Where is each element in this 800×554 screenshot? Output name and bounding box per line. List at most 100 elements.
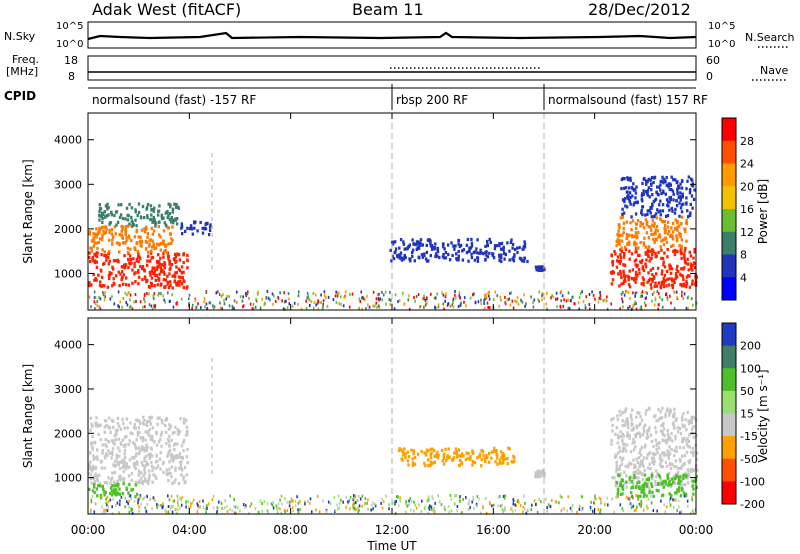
velocity-echo-cell bbox=[140, 476, 143, 480]
power-echo-cell bbox=[437, 303, 440, 307]
velocity-echo-cell bbox=[245, 504, 247, 508]
velocity-echo-cell bbox=[639, 432, 642, 436]
power-echo-cell bbox=[495, 244, 498, 248]
velocity-echo-cell bbox=[99, 484, 102, 488]
velocity-echo-cell bbox=[286, 500, 289, 504]
power-echo-cell bbox=[170, 220, 173, 224]
velocity-echo-cell bbox=[536, 469, 539, 473]
velocity-echo-cell bbox=[129, 431, 132, 435]
velocity-echo-cell bbox=[196, 502, 199, 506]
velocity-echo-cell bbox=[630, 462, 633, 466]
power-echo-cell bbox=[249, 302, 252, 306]
power-echo-cell bbox=[444, 256, 448, 260]
velocity-echo-cell bbox=[638, 465, 641, 469]
velocity-echo-cell bbox=[145, 443, 148, 447]
power-echo-cell bbox=[516, 296, 519, 300]
velocity-echo-cell bbox=[449, 494, 452, 497]
power-echo-cell bbox=[641, 222, 644, 226]
velocity-echo-cell bbox=[654, 479, 657, 483]
velocity-echo-cell bbox=[139, 480, 143, 484]
velocity-echo-cell bbox=[692, 487, 695, 491]
velocity-echo-cell bbox=[125, 434, 128, 438]
power-echo-cell bbox=[620, 276, 623, 280]
power-echo-cell bbox=[137, 282, 140, 286]
velocity-echo-cell bbox=[618, 464, 622, 468]
power-echo-cell bbox=[646, 189, 649, 194]
power-echo-cell bbox=[533, 298, 536, 302]
velocity-echo-cell bbox=[442, 462, 446, 466]
power-echo-cell bbox=[167, 242, 170, 246]
power-echo-cell bbox=[390, 259, 393, 263]
velocity-echo-cell bbox=[186, 432, 189, 437]
velocity-echo-cell bbox=[675, 417, 678, 421]
power-echo-cell bbox=[417, 293, 420, 297]
velocity-echo-cell bbox=[641, 485, 644, 489]
nsky-trace bbox=[87, 31, 697, 41]
velocity-echo-cell bbox=[686, 444, 690, 448]
power-echo-cell bbox=[635, 277, 638, 281]
velocity-echo-cell bbox=[95, 424, 98, 428]
velocity-echo-cell bbox=[571, 504, 574, 507]
power-echo-cell bbox=[149, 249, 153, 253]
power-echo-cell bbox=[120, 229, 123, 233]
velocity-echo-cell bbox=[663, 503, 665, 507]
velocity-echo-cell bbox=[637, 486, 641, 490]
power-echo-cell bbox=[652, 276, 656, 280]
velocity-echo-cell bbox=[593, 501, 596, 505]
velocity-echo-cell bbox=[668, 452, 672, 456]
velocity-echo-cell bbox=[94, 422, 97, 426]
power-echo-cell bbox=[140, 242, 143, 246]
velocity-echo-cell bbox=[183, 481, 186, 485]
power-echo-cell bbox=[163, 285, 166, 289]
power-echo-cell bbox=[152, 242, 155, 246]
colorbar-tick-label: -15 bbox=[740, 430, 758, 443]
power-echo-cell bbox=[389, 303, 392, 307]
power-echo-cell bbox=[398, 299, 401, 303]
power-echo-cell bbox=[660, 248, 663, 252]
power-echo-cell bbox=[269, 298, 271, 302]
velocity-echo-cell bbox=[143, 471, 147, 475]
power-echo-cell bbox=[649, 268, 652, 272]
power-echo-cell bbox=[423, 297, 425, 301]
velocity-echo-cell bbox=[642, 456, 646, 460]
velocity-echo-cell bbox=[281, 502, 283, 506]
power-echo-cell bbox=[656, 290, 659, 294]
power-echo-cell bbox=[135, 259, 138, 263]
power-echo-cell bbox=[625, 236, 628, 240]
power-echo-cell bbox=[155, 221, 158, 225]
velocity-echo-cell bbox=[96, 494, 99, 498]
power-echo-cell bbox=[416, 245, 419, 249]
power-echo-cell bbox=[659, 199, 662, 203]
power-echo-cell bbox=[634, 212, 638, 216]
velocity-echo-cell bbox=[504, 457, 507, 461]
velocity-echo-cell bbox=[652, 445, 655, 449]
velocity-echo-cell bbox=[672, 414, 675, 419]
power-echo-cell bbox=[677, 224, 681, 228]
power-echo-cell bbox=[620, 187, 623, 191]
power-echo-cell bbox=[437, 305, 440, 309]
power-echo-cell bbox=[668, 267, 671, 271]
power-echo-cell bbox=[176, 217, 179, 221]
velocity-echo-cell bbox=[185, 455, 188, 459]
velocity-echo-cell bbox=[646, 435, 650, 439]
power-echo-cell bbox=[668, 187, 672, 192]
power-echo-cell bbox=[203, 300, 205, 304]
power-echo-cell bbox=[687, 295, 690, 299]
power-echo-cell bbox=[640, 291, 643, 295]
power-echo-cell bbox=[452, 305, 455, 309]
velocity-echo-cell bbox=[110, 486, 113, 490]
velocity-echo-cell bbox=[615, 467, 618, 471]
power-echo-cell bbox=[165, 243, 168, 247]
velocity-echo-cell bbox=[182, 475, 185, 479]
mode-label: normalsound (fast) 157 RF bbox=[548, 93, 708, 107]
velocity-echo-cell bbox=[118, 449, 121, 453]
power-echo-cell bbox=[167, 214, 170, 218]
velocity-echo-cell bbox=[138, 421, 142, 425]
power-echo-cell bbox=[659, 213, 662, 217]
power-echo-cell bbox=[163, 249, 166, 253]
power-echo-cell bbox=[194, 298, 197, 302]
velocity-echo-cell bbox=[512, 454, 515, 458]
velocity-echo-cell bbox=[691, 468, 694, 472]
velocity-echo-cell bbox=[98, 482, 101, 486]
velocity-echo-cell bbox=[405, 500, 407, 504]
